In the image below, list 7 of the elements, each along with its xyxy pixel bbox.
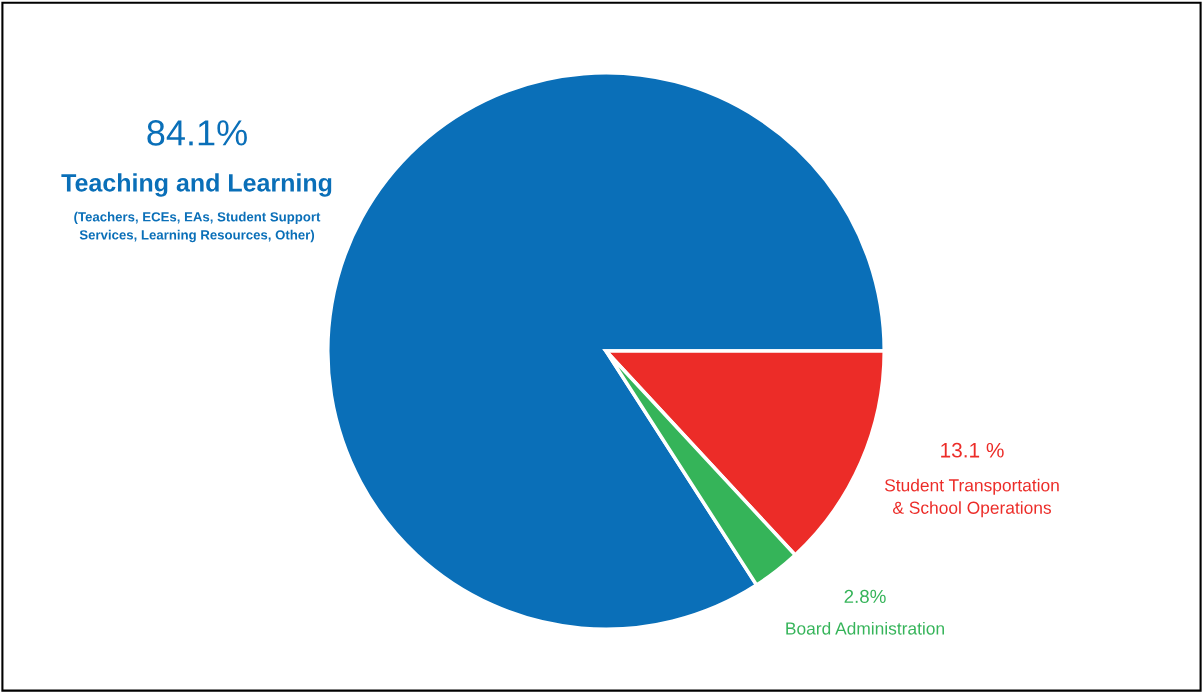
slice-label: Teaching and Learning xyxy=(61,173,332,197)
text: (Teachers, ECEs, EAs, Student Support Services, Learning Resources, Other) xyxy=(74,211,321,243)
data-label: 13.1 % xyxy=(941,442,1004,458)
slice-label: Board Administration xyxy=(786,621,944,635)
slice-label: Student Transportation & School Operations xyxy=(884,478,1059,518)
data-label: 84.1% xyxy=(147,120,247,146)
data-label: 2.8% xyxy=(844,589,886,604)
